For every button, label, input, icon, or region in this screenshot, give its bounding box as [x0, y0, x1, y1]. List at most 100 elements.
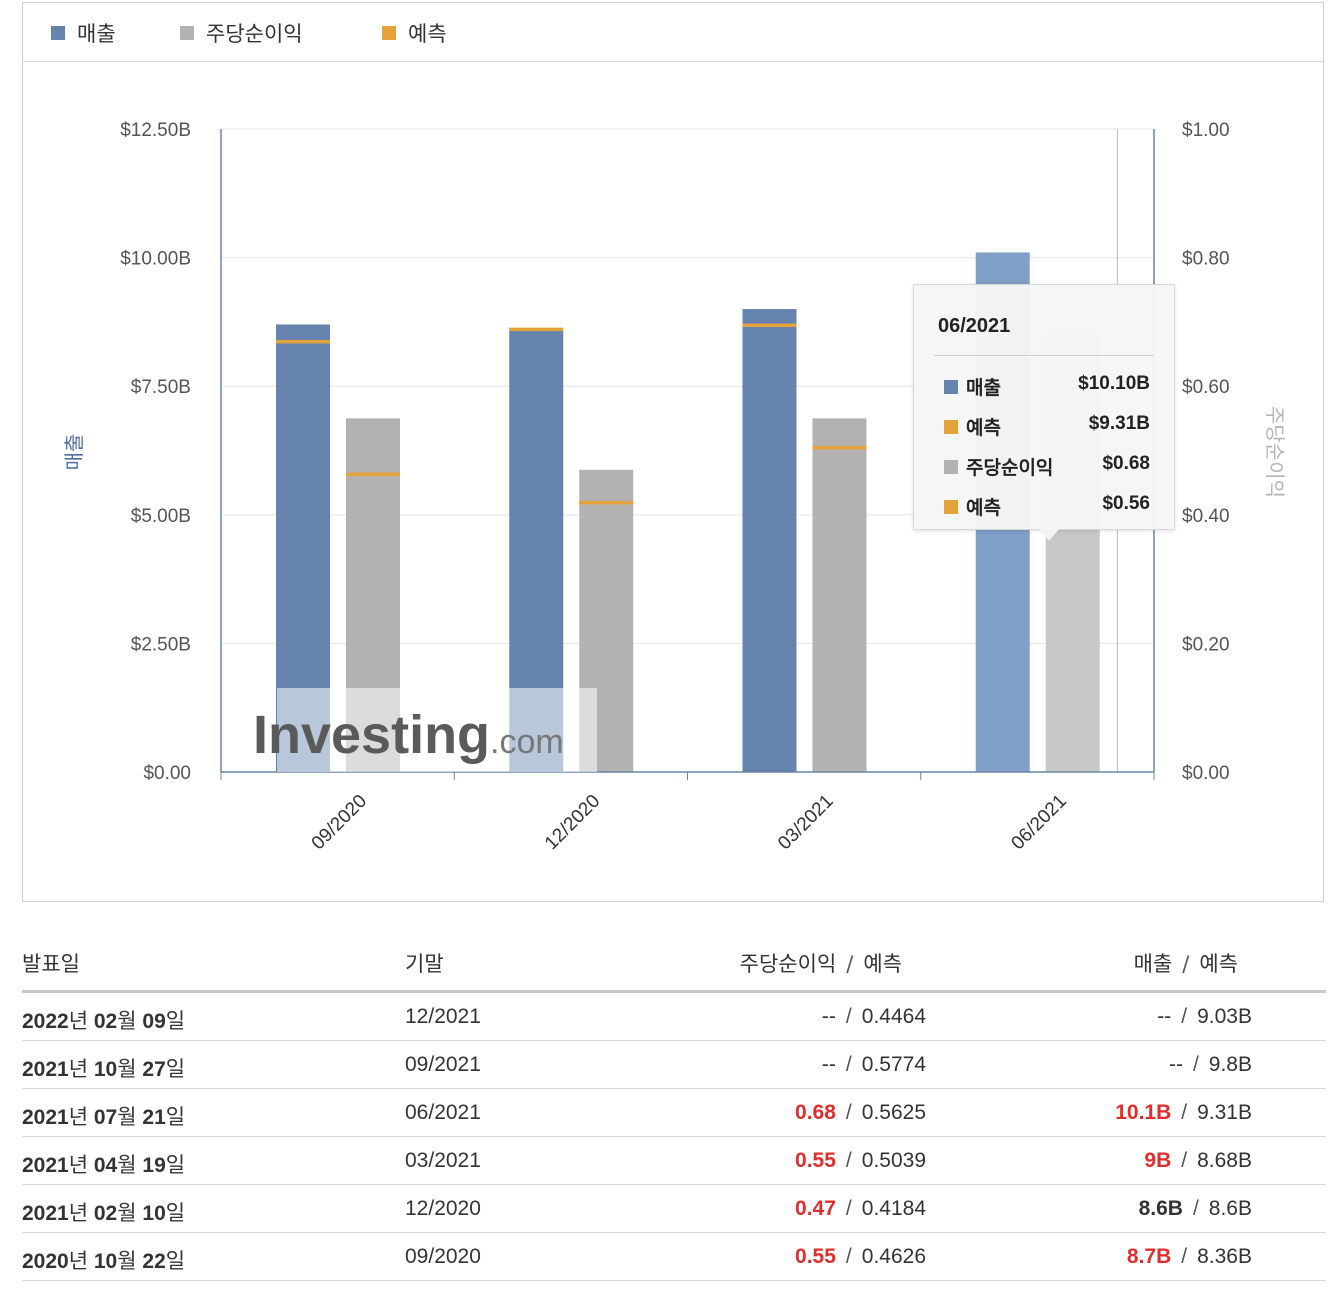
eps-cell-separator: /	[845, 1245, 852, 1268]
revenue-cell-separator: /	[1192, 1197, 1199, 1220]
revenue-cell-forecast: 8.36B	[1197, 1245, 1252, 1268]
tooltip-label-revenue: 매출	[966, 377, 1001, 399]
revenue-cell-forecast: 9.8B	[1208, 1053, 1252, 1076]
eps-cell-forecast: 0.4184	[861, 1197, 926, 1220]
chart-tooltip: 06/2021 매출 $10.10B 예측 $9.31B 주당순이익 $0.68…	[913, 284, 1175, 541]
table-row[interactable]: 2021년 04월 19일 03/2021 0.55 / 0.5039 9B / 8.68B	[22, 1137, 1326, 1185]
forecast-marker-revenue-09/2020	[276, 339, 330, 344]
forecast-marker-revenue-03/2021	[742, 323, 797, 328]
header-eps-actual[interactable]: 주당순이익	[739, 952, 837, 976]
header-period-end[interactable]: 기말	[405, 952, 444, 976]
legend-label-revenue: 매출	[77, 22, 116, 46]
revenue-cell-actual: 8.7B	[1126, 1245, 1172, 1268]
header-revenue-separator: /	[1182, 952, 1190, 976]
header-eps-forecast[interactable]: 예측	[863, 952, 902, 976]
tooltip-divider	[934, 355, 1154, 356]
eps-cell: 0.68 / 0.5625	[795, 1101, 926, 1125]
eps-cell-separator: /	[845, 1101, 852, 1124]
eps-cell-separator: /	[845, 1149, 852, 1172]
revenue-cell: 9B / 8.68B	[1144, 1149, 1252, 1173]
revenue-cell-separator: /	[1181, 1101, 1188, 1124]
tooltip-swatch-revenue	[944, 380, 958, 394]
eps-cell-forecast: 0.5625	[861, 1101, 926, 1124]
forecast-marker-eps-12/2020	[579, 500, 634, 505]
legend-item-forecast[interactable]: 예측	[382, 20, 447, 46]
header-revenue-actual[interactable]: 매출	[1133, 952, 1173, 976]
revenue-cell-forecast: 8.68B	[1197, 1149, 1252, 1172]
y-tick-label-right: $0.80	[1182, 249, 1230, 270]
table-row[interactable]: 2021년 10월 27일 09/2021 -- / 0.5774 -- / 9.8B	[22, 1041, 1326, 1089]
y-tick-label-left: $7.50B	[131, 377, 191, 398]
release-date-cell: 2021년 04월 19일	[22, 1153, 186, 1177]
tooltip-title: 06/2021	[938, 315, 1011, 337]
tooltip-row-revenue-forecast: 예측 $9.31B	[944, 413, 1150, 439]
tooltip-pointer	[1039, 529, 1059, 541]
revenue-cell: 8.6B / 8.6B	[1139, 1197, 1252, 1221]
table-row[interactable]: 2022년 02월 09일 12/2021 -- / 0.4464 -- / 9.03B	[22, 993, 1326, 1041]
eps-cell-separator: /	[845, 1053, 852, 1076]
revenue-cell-separator: /	[1181, 1005, 1188, 1028]
y-tick-label-right: $1.00	[1182, 120, 1230, 141]
tooltip-row-eps: 주당순이익 $0.68	[944, 453, 1150, 479]
header-revenue: 매출 / 예측	[1134, 948, 1238, 978]
legend-item-revenue[interactable]: 매출	[51, 20, 116, 46]
legend-item-eps[interactable]: 주당순이익	[180, 20, 303, 46]
period-end-cell: 09/2021	[405, 1053, 481, 1076]
release-date-cell: 2021년 10월 27일	[22, 1057, 186, 1081]
revenue-cell: -- / 9.03B	[1157, 1005, 1252, 1029]
revenue-cell-actual: --	[1157, 1005, 1172, 1028]
release-date-cell: 2022년 02월 09일	[22, 1009, 186, 1033]
forecast-marker-revenue-12/2020	[509, 327, 564, 332]
y-tick-label-left: $10.00B	[120, 249, 191, 270]
x-tick-label: 12/2020	[541, 791, 604, 854]
eps-cell-actual: 0.55	[795, 1245, 836, 1268]
eps-cell: 0.55 / 0.5039	[795, 1149, 926, 1173]
eps-cell: -- / 0.4464	[822, 1005, 926, 1029]
revenue-cell-separator: /	[1192, 1053, 1199, 1076]
eps-cell-forecast: 0.4464	[861, 1005, 926, 1028]
table-row[interactable]: 2020년 10월 22일 09/2020 0.55 / 0.4626 8.7B / 8.36…	[22, 1233, 1326, 1281]
header-revenue-forecast[interactable]: 예측	[1199, 952, 1238, 976]
eps-cell-separator: /	[845, 1005, 852, 1028]
revenue-cell: 8.7B / 8.36B	[1127, 1245, 1252, 1269]
revenue-cell-actual: 10.1B	[1115, 1101, 1172, 1124]
header-eps: 주당순이익 / 예측	[740, 948, 902, 978]
eps-cell-forecast: 0.5039	[861, 1149, 926, 1172]
revenue-cell-forecast: 8.6B	[1208, 1197, 1252, 1220]
tooltip-value-eps: $0.68	[1102, 453, 1150, 474]
tooltip-row-eps-forecast: 예측 $0.56	[944, 493, 1150, 519]
eps-cell-actual: --	[821, 1005, 836, 1028]
tooltip-label-eps: 주당순이익	[966, 457, 1054, 479]
table-row[interactable]: 2021년 07월 21일 06/2021 0.68 / 0.5625 10.1B / 9.3…	[22, 1089, 1326, 1137]
period-end-cell: 06/2021	[405, 1101, 481, 1124]
revenue-cell-separator: /	[1181, 1245, 1188, 1268]
tooltip-row-revenue: 매출 $10.10B	[944, 373, 1150, 399]
revenue-cell: -- / 9.8B	[1169, 1053, 1252, 1077]
period-end-cell: 12/2021	[405, 1005, 481, 1028]
y-tick-label-right: $0.00	[1182, 763, 1230, 784]
eps-cell: 0.55 / 0.4626	[795, 1245, 926, 1269]
eps-cell-actual: --	[821, 1053, 836, 1076]
revenue-cell-forecast: 9.31B	[1197, 1101, 1252, 1124]
tooltip-value-revenue: $10.10B	[1078, 373, 1150, 394]
y-axis-title-left: 매출	[62, 434, 86, 471]
revenue-cell: 10.1B / 9.31B	[1115, 1101, 1252, 1125]
eps-cell-forecast: 0.4626	[861, 1245, 926, 1268]
eps-cell-forecast: 0.5774	[861, 1053, 926, 1076]
bar-revenue-03/2021	[742, 309, 797, 772]
tooltip-label-eps-forecast: 예측	[966, 497, 1001, 519]
revenue-cell-actual: 8.6B	[1138, 1197, 1183, 1220]
header-release-date[interactable]: 발표일	[22, 952, 80, 976]
x-tick-label: 09/2020	[308, 791, 371, 854]
y-axis-title-right: 주당순이익	[1263, 406, 1287, 498]
y-tick-label-left: $12.50B	[120, 120, 191, 141]
forecast-marker-eps-03/2021	[812, 445, 867, 450]
eps-cell-separator: /	[845, 1197, 852, 1220]
watermark-backdrop	[277, 688, 597, 772]
tooltip-label-revenue-forecast: 예측	[966, 417, 1001, 439]
table-row[interactable]: 2021년 02월 10일 12/2020 0.47 / 0.4184 8.6B / 8.6B	[22, 1185, 1326, 1233]
legend-swatch-eps	[180, 26, 194, 40]
revenue-cell-actual: --	[1168, 1053, 1183, 1076]
y-tick-label-right: $0.20	[1182, 634, 1230, 655]
y-tick-label-right: $0.40	[1182, 506, 1230, 527]
